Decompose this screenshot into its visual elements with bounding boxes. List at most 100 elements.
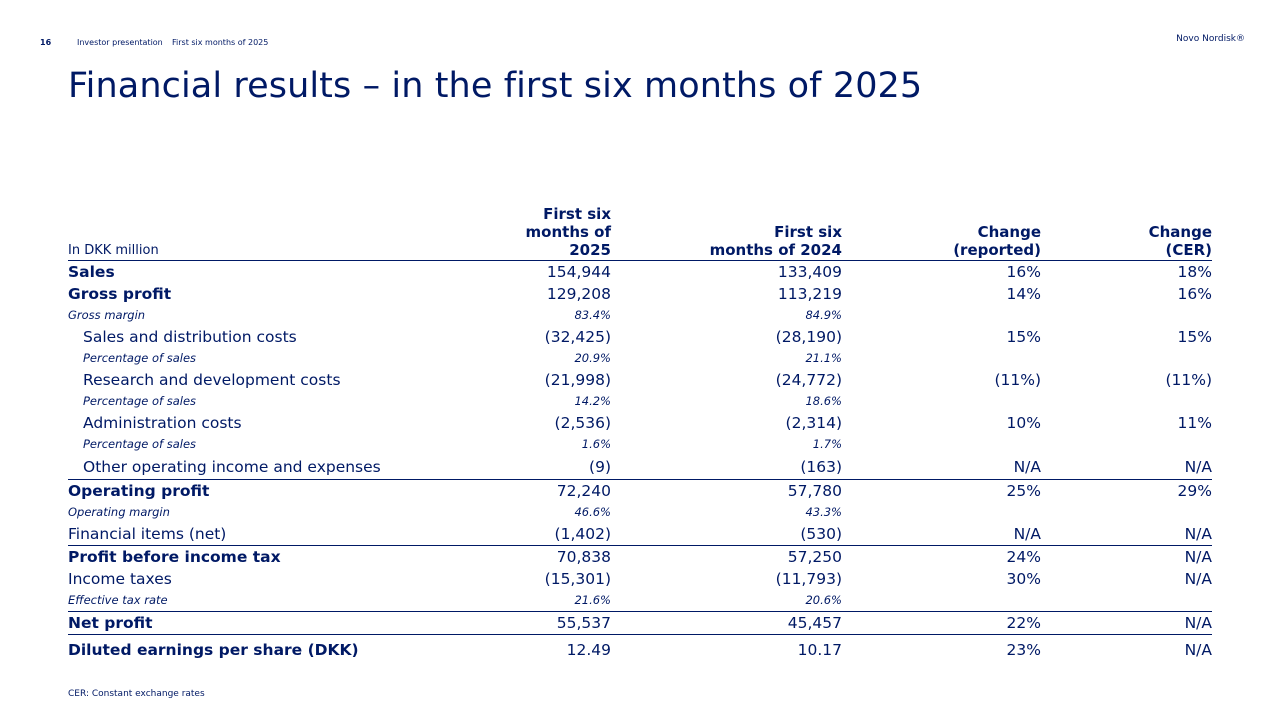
cell-change-reported: (11%) [994, 371, 1041, 389]
cell-change-cer [1041, 305, 1212, 326]
cell-change-reported: 16% [1006, 263, 1041, 281]
table-row: Operating margin 46.6% 43.3% [68, 502, 1212, 523]
cell-2024: 113,219 [777, 285, 842, 303]
cell-2025: 154,944 [546, 263, 611, 281]
cell-change-cer: N/A [1041, 634, 1212, 665]
row-label: Gross margin [68, 308, 146, 322]
cell-2025: 1.6% [581, 437, 611, 451]
cell-2024: 84.9% [805, 308, 842, 322]
cell-change-cer [1041, 391, 1212, 412]
cell-2025: (15,301) [544, 570, 611, 588]
table-row: Gross margin 83.4% 84.9% [68, 305, 1212, 326]
cell-2025: (9) [589, 458, 611, 476]
cell-change-cer: N/A [1041, 545, 1212, 568]
column-header-2024: First six months of 2024 [611, 205, 842, 261]
cell-change-reported: 30% [1006, 570, 1041, 588]
cell-2025: 20.9% [574, 351, 611, 365]
cell-change-cer: 16% [1177, 285, 1212, 303]
table-row: Profit before income tax 70,838 57,250 2… [68, 545, 1212, 568]
cell-2024: 57,250 [611, 545, 842, 568]
row-label: Other operating income and expenses [83, 458, 381, 476]
cell-change-cer: 29% [1041, 479, 1212, 502]
cell-2024: 18.6% [805, 394, 842, 408]
cell-2024: 20.6% [805, 593, 842, 607]
row-label: Sales [68, 263, 115, 281]
cell-2024: 1.7% [812, 437, 842, 451]
table-row: Sales and distribution costs (32,425) (2… [68, 326, 1212, 348]
cell-change-reported [842, 391, 1041, 412]
row-label: Percentage of sales [83, 351, 197, 365]
table-row: Percentage of sales 14.2% 18.6% [68, 391, 1212, 412]
row-label: Operating margin [68, 505, 170, 519]
cell-2024: (530) [800, 525, 842, 543]
cell-change-reported: 10% [1006, 414, 1041, 432]
row-label: Operating profit [68, 479, 491, 502]
row-label: Percentage of sales [83, 394, 197, 408]
cell-change-reported [842, 434, 1041, 455]
cell-2025: 46.6% [574, 505, 611, 519]
cell-2025: 21.6% [574, 593, 611, 607]
cell-change-cer [1041, 434, 1212, 455]
cell-2024: 133,409 [777, 263, 842, 281]
cell-2025: (21,998) [544, 371, 611, 389]
table-row: Administration costs (2,536) (2,314) 10%… [68, 412, 1212, 434]
column-header-2025: First six months of 2025 [491, 205, 611, 261]
breadcrumb-presentation: Investor presentation [77, 38, 163, 47]
table-row: Percentage of sales 20.9% 21.1% [68, 348, 1212, 369]
cell-change-reported: 22% [842, 611, 1041, 635]
cell-2025: (1,402) [554, 525, 611, 543]
cell-change-reported [842, 502, 1041, 523]
cell-change-cer [1041, 590, 1212, 612]
cell-2025: (2,536) [554, 414, 611, 432]
cell-2025: 12.49 [491, 634, 611, 665]
page-title: Financial results – in the first six mon… [68, 66, 923, 106]
cell-2024: (11,793) [775, 570, 842, 588]
financial-results-table: In DKK million First six months of 2025 F… [68, 205, 1212, 665]
cell-2024: 43.3% [805, 505, 842, 519]
cell-change-cer [1041, 348, 1212, 369]
table-row: Research and development costs (21,998) … [68, 369, 1212, 391]
page-number: 16 [40, 38, 52, 47]
cell-2024: 21.1% [805, 351, 842, 365]
cell-change-cer: 11% [1177, 414, 1212, 432]
cell-change-reported: 25% [842, 479, 1041, 502]
cell-change-cer: (11%) [1165, 371, 1212, 389]
footnote: CER: Constant exchange rates [68, 689, 205, 699]
cell-change-reported [842, 305, 1041, 326]
cell-change-cer: N/A [1184, 458, 1212, 476]
cell-2024: (28,190) [775, 328, 842, 346]
table-row: Operating profit 72,240 57,780 25% 29% [68, 479, 1212, 502]
row-label: Financial items (net) [68, 525, 227, 543]
table-row: Net profit 55,537 45,457 22% N/A [68, 611, 1212, 635]
cell-2024: (2,314) [785, 414, 842, 432]
table-row: Sales 154,944 133,409 16% 18% [68, 261, 1212, 284]
column-header-change-reported: Change (reported) [842, 205, 1041, 261]
cell-2025: 14.2% [574, 394, 611, 408]
cell-change-reported [842, 590, 1041, 612]
cell-change-cer: 15% [1177, 328, 1212, 346]
cell-2024: (24,772) [775, 371, 842, 389]
row-label: Research and development costs [83, 371, 341, 389]
cell-change-reported [842, 348, 1041, 369]
cell-2024: 45,457 [611, 611, 842, 635]
cell-2024: 10.17 [611, 634, 842, 665]
table-row: Income taxes (15,301) (11,793) 30% N/A [68, 568, 1212, 590]
slide-header: 16 Investor presentation First six month… [40, 34, 1245, 52]
cell-change-cer: N/A [1184, 570, 1212, 588]
cell-change-cer: N/A [1184, 525, 1212, 543]
row-label: Profit before income tax [68, 545, 491, 568]
cell-2025: 70,838 [491, 545, 611, 568]
cell-change-reported: N/A [1013, 458, 1041, 476]
brand-name: Novo Nordisk® [1176, 34, 1245, 44]
table-row: Diluted earnings per share (DKK) 12.49 1… [68, 634, 1212, 665]
cell-2025: 83.4% [574, 308, 611, 322]
table-row: Effective tax rate 21.6% 20.6% [68, 590, 1212, 612]
cell-change-reported: 23% [842, 634, 1041, 665]
unit-label: In DKK million [68, 205, 491, 261]
cell-change-reported: 24% [842, 545, 1041, 568]
cell-change-reported: 15% [1006, 328, 1041, 346]
row-label: Income taxes [68, 570, 172, 588]
breadcrumb-period: First six months of 2025 [172, 38, 269, 47]
cell-2025: 129,208 [546, 285, 611, 303]
cell-2024: 57,780 [611, 479, 842, 502]
